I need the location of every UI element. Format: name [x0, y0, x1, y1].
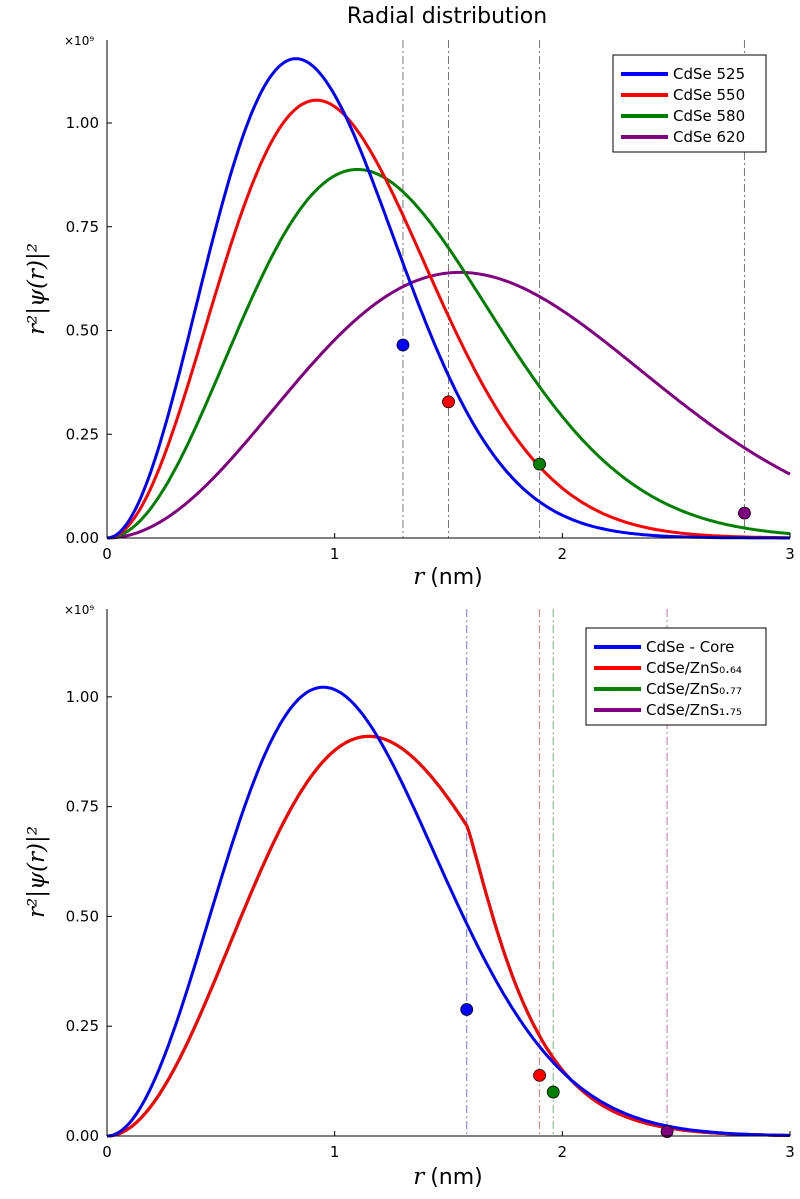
legend-bottom: CdSe - Core CdSe/ZnS₀.₆₄ CdSe/ZnS₀.₇₇ CdSe/… [585, 627, 767, 726]
y-axis-label-bottom: r²|ψ(r)|² [24, 826, 50, 918]
legend-label: CdSe/ZnS₀.₆₄ [646, 659, 742, 677]
x-tick-label: 3 [785, 1143, 795, 1161]
x-axis-unit: (nm) [430, 565, 483, 590]
radius-markers [396, 338, 751, 520]
series-line [106, 168, 791, 540]
radius-marker [546, 1085, 560, 1099]
radius-marker [533, 1068, 546, 1082]
panel-bottom: ×10⁹ 0 1 2 3 0.00 0.25 0.50 0.75 1.00 r (nm) r²|… [24, 603, 795, 1190]
y-tick-label: 0.00 [66, 1127, 99, 1145]
legend: CdSe 525 CdSe 550 CdSe 580 CdSe 620 [612, 54, 767, 153]
series-line [106, 685, 790, 1138]
x-axis-label: r (nm) [413, 564, 483, 590]
y-tick-label: 0.75 [66, 218, 99, 236]
x-tick-label: 2 [558, 545, 568, 563]
series-line [106, 734, 790, 1138]
legend-label: CdSe/ZnS₀.₇₇ [646, 680, 742, 698]
curves [106, 57, 791, 540]
radius-marker [396, 338, 410, 352]
radius-marker [660, 1125, 674, 1139]
x-ticks: 0 1 2 3 [102, 533, 795, 563]
radius-marker [533, 457, 546, 471]
x-tick-label: 3 [785, 545, 795, 563]
y-ticks-bottom: 0.00 0.25 0.50 0.75 1.00 [66, 688, 112, 1145]
y-tick-label: 0.00 [66, 529, 99, 547]
x-ticks-bottom: 0 1 2 3 [102, 1131, 795, 1161]
series-line [106, 98, 790, 540]
x-tick-label: 0 [102, 1143, 112, 1161]
x-axis-label-bottom: r (nm) [413, 1164, 483, 1190]
series-line [107, 270, 791, 540]
radius-marker [442, 395, 455, 409]
x-tick-label: 0 [102, 545, 112, 563]
y-tick-label: 0.50 [66, 907, 99, 925]
x-tick-label: 1 [330, 1143, 340, 1161]
chart-title: Radial distribution [347, 4, 547, 29]
radius-marker [460, 1003, 474, 1016]
x-tick-label: 2 [558, 1143, 568, 1161]
legend-label: CdSe 550 [673, 86, 745, 104]
legend-label: CdSe 525 [673, 65, 745, 83]
y-tick-label: 0.25 [66, 425, 99, 443]
y-scale-label-bottom: ×10⁹ [64, 603, 94, 617]
x-tick-label: 1 [330, 545, 340, 563]
y-scale-label: ×10⁹ [64, 34, 94, 48]
legend-label: CdSe 620 [673, 128, 745, 146]
x-axis-var-bottom: r [413, 1164, 426, 1190]
radius-marker [738, 506, 751, 520]
y-tick-label: 1.00 [66, 114, 99, 132]
y-tick-label: 0.75 [66, 798, 99, 816]
legend-label: CdSe - Core [646, 638, 734, 656]
y-tick-label: 0.50 [66, 322, 99, 340]
series-line [106, 57, 790, 540]
y-tick-label: 0.25 [66, 1017, 99, 1035]
y-tick-label: 1.00 [66, 688, 99, 706]
y-ticks: 0.00 0.25 0.50 0.75 1.00 [66, 114, 112, 547]
y-axis-label: r²|ψ(r)|² [24, 243, 50, 335]
curves-bottom [106, 685, 790, 1138]
x-axis-var: r [413, 564, 426, 590]
legend-label: CdSe/ZnS₁.₇₅ [646, 701, 742, 719]
legend-label: CdSe 580 [673, 107, 745, 125]
x-axis-unit-bottom: (nm) [430, 1165, 483, 1190]
radius-markers-bottom [460, 1003, 674, 1139]
